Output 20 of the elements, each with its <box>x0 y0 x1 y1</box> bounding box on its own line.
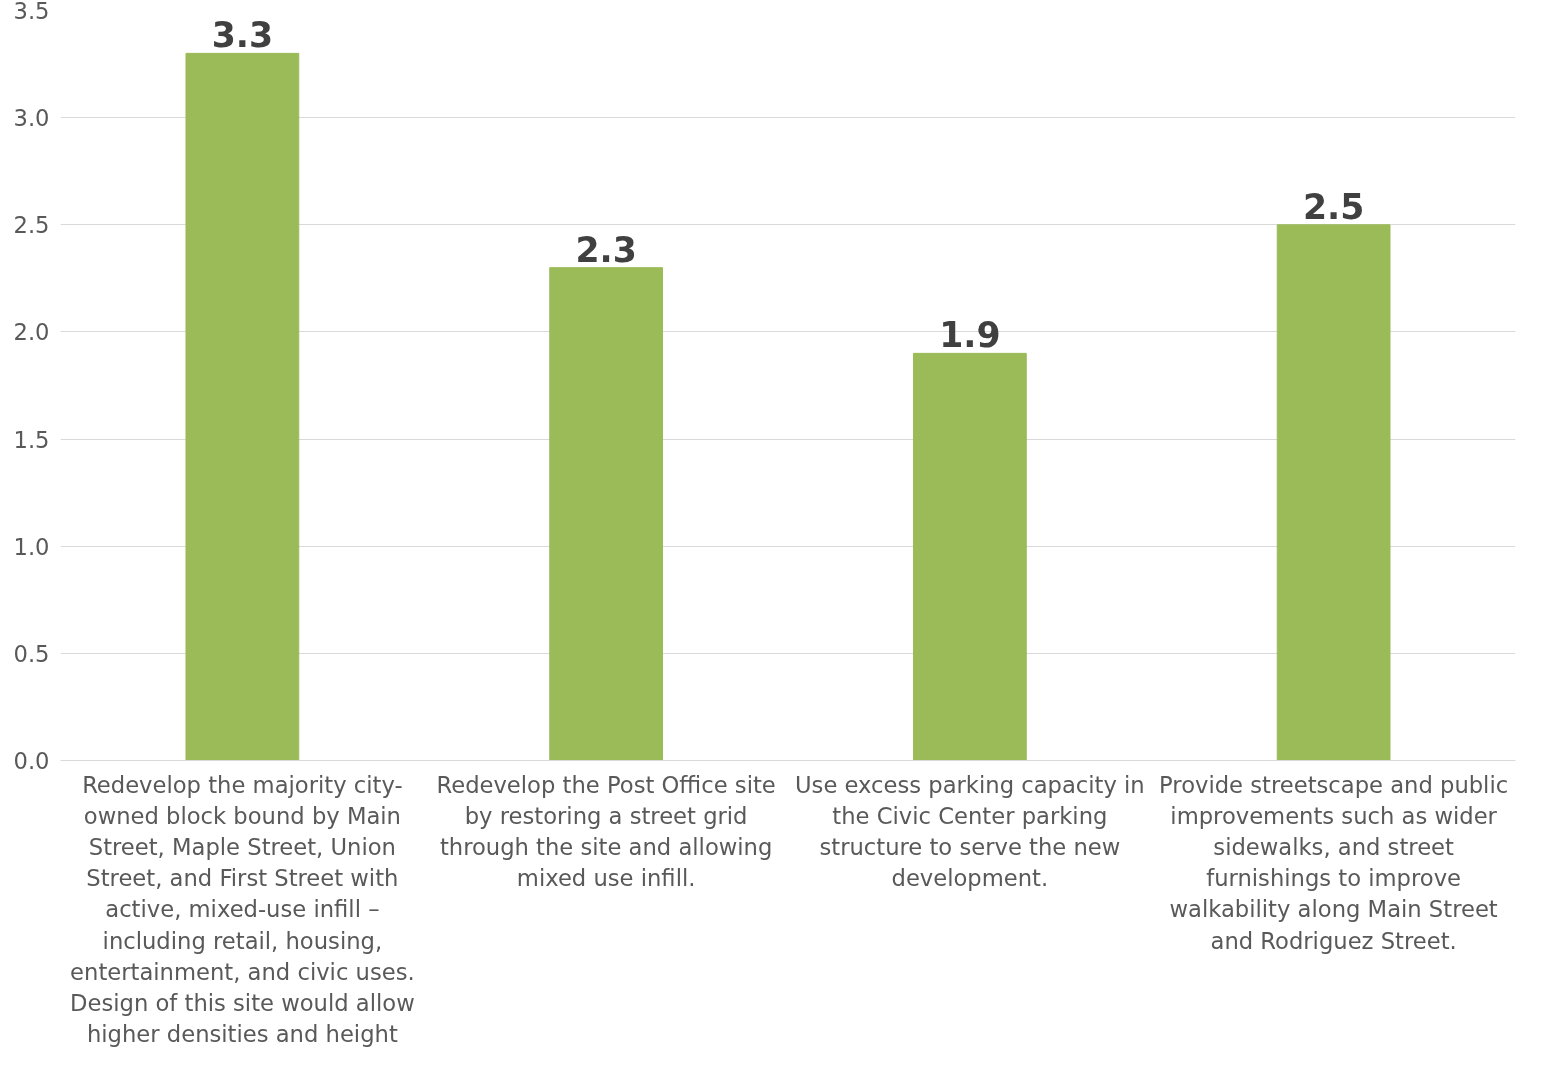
y-tick-label: 3.5 <box>13 0 50 24</box>
bar <box>185 52 300 761</box>
category-label: Redevelop the majority city- owned block bound by Main Street, Maple Street, Union Street, and First Street with active, mixed-use infill – including retail, housing, entertainment, and civic uses. Design of this site would allow higher densities and height <box>70 771 415 1048</box>
y-tick-label: 2.0 <box>13 319 50 346</box>
x-tick-label: Use excess parking capacity in the Civic Center parking structure to serve the new development. <box>795 771 1145 892</box>
y-tick-label: 0.0 <box>13 748 50 774</box>
bar <box>912 352 1027 761</box>
data-label: 2.5 <box>1302 186 1365 227</box>
y-tick-label: 3.0 <box>13 105 50 132</box>
bar <box>549 267 664 761</box>
y-tick-label: 1.0 <box>13 533 50 560</box>
data-label: 3.3 <box>211 15 274 56</box>
data-label: 1.9 <box>939 315 1001 356</box>
bar <box>1276 224 1391 761</box>
data-label: 2.3 <box>575 229 637 270</box>
x-tick-label: Redevelop the Post Office site by restoring a street grid through the site and allowing mixed use infill. <box>436 771 776 892</box>
x-tick-label: Provide streetscape and public improvements such as wider sidewalks, and street furnishings to improve walkability along Main Street and Rodriguez Street. <box>1159 771 1509 954</box>
y-tick-label: 0.5 <box>13 640 50 667</box>
y-tick-label: 2.5 <box>13 212 50 239</box>
y-tick-label: 1.5 <box>13 426 50 453</box>
